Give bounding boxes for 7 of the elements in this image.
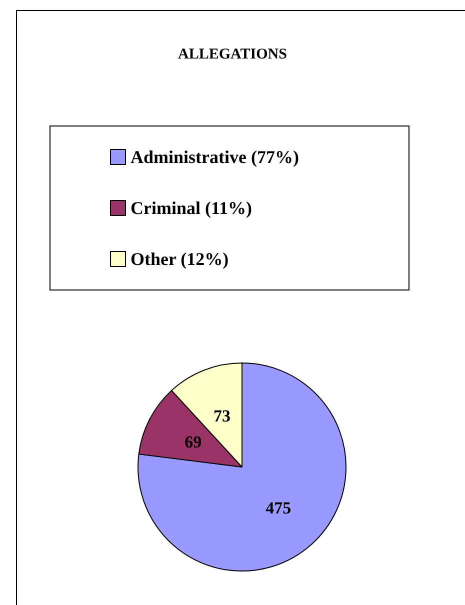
legend-label: Other (12%) bbox=[130, 249, 229, 269]
data-label: 69 bbox=[184, 432, 202, 452]
data-label: 475 bbox=[266, 498, 292, 518]
legend-label: Administrative (77%) bbox=[130, 147, 299, 167]
chart-title: ALLEGATIONS bbox=[178, 46, 287, 62]
legend-label: Criminal (11%) bbox=[130, 198, 252, 218]
data-label: 73 bbox=[214, 406, 231, 426]
